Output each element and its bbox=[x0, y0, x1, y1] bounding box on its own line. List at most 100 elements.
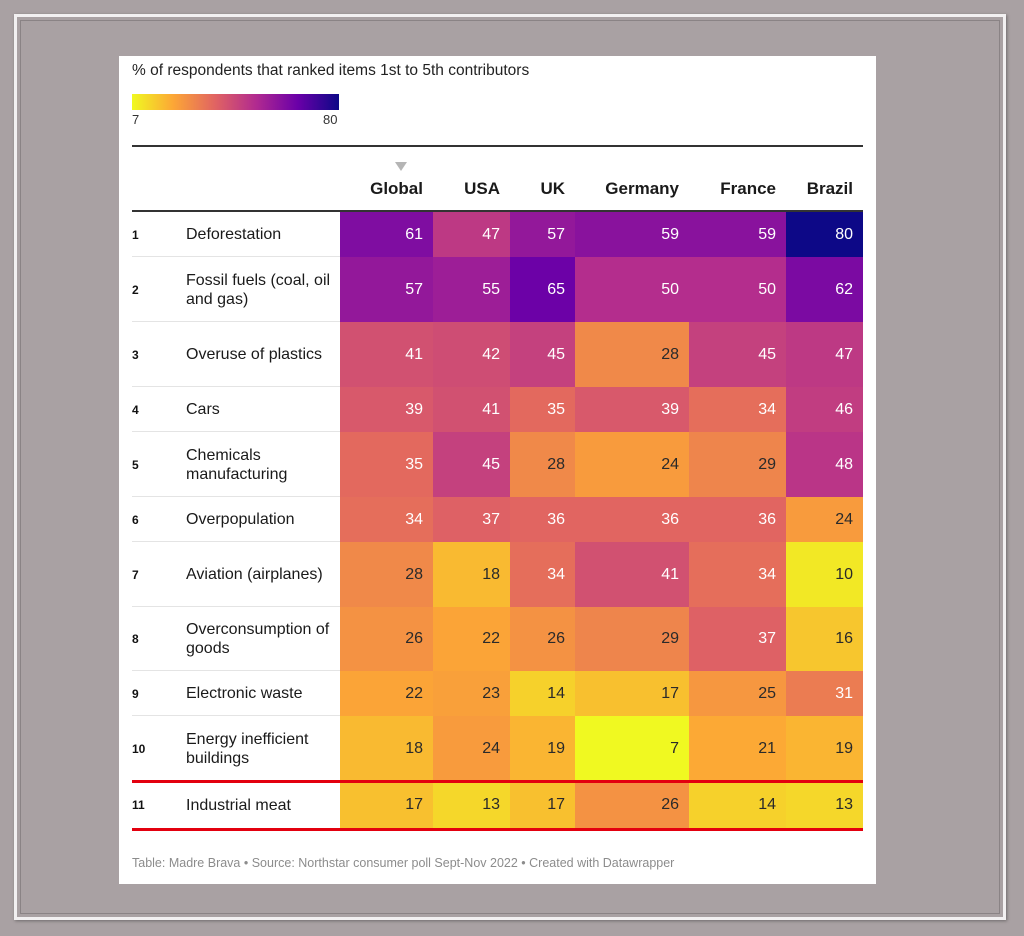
table-row: 2 Fossil fuels (coal, oil and gas) 57 55 65 5… bbox=[132, 257, 863, 322]
row-divider bbox=[132, 431, 340, 432]
heatmap-cell-uk: 14 bbox=[510, 671, 575, 716]
heatmap-cell-germany: 26 bbox=[575, 782, 689, 828]
heatmap-cell-france: 25 bbox=[689, 671, 786, 716]
highlight-line-bottom bbox=[132, 828, 863, 831]
heatmap-cell-uk: 65 bbox=[510, 257, 575, 322]
heatmap-cell-germany: 7 bbox=[575, 716, 689, 782]
heatmap-cell-brazil: 13 bbox=[786, 782, 863, 828]
legend-max-label: 80 bbox=[323, 112, 338, 127]
heatmap-cell-france: 36 bbox=[689, 497, 786, 542]
heatmap-cell-usa: 22 bbox=[433, 607, 510, 671]
table-row: 4 Cars 39 41 35 39 34 46 bbox=[132, 387, 863, 432]
rank-label: 2 bbox=[132, 282, 139, 297]
table-row: 9 Electronic waste 22 23 14 17 25 31 bbox=[132, 671, 863, 716]
highlight-line-top bbox=[132, 780, 863, 783]
column-header-global[interactable]: Global bbox=[370, 179, 423, 198]
heatmap-cell-usa: 37 bbox=[433, 497, 510, 542]
heatmap-cell-brazil: 47 bbox=[786, 322, 863, 387]
heatmap-cell-global: 61 bbox=[340, 212, 433, 257]
heatmap-cell-france: 37 bbox=[689, 607, 786, 671]
table-subtitle: % of respondents that ranked items 1st t… bbox=[132, 62, 530, 79]
column-header-uk[interactable]: UK bbox=[540, 179, 565, 198]
heatmap-cell-uk: 17 bbox=[510, 782, 575, 828]
rank-label: 4 bbox=[132, 402, 139, 417]
heatmap-cell-uk: 35 bbox=[510, 387, 575, 432]
column-header-germany[interactable]: Germany bbox=[605, 179, 679, 198]
table-row: 3 Overuse of plastics 41 42 45 28 45 47 bbox=[132, 322, 863, 387]
row-divider bbox=[132, 496, 340, 497]
item-label: Overuse of plastics bbox=[186, 346, 323, 363]
row-divider bbox=[132, 256, 340, 257]
heatmap-cell-uk: 26 bbox=[510, 607, 575, 671]
heatmap-cell-brazil: 24 bbox=[786, 497, 863, 542]
row-divider bbox=[132, 541, 340, 542]
heatmap-cell-global: 18 bbox=[340, 716, 433, 782]
column-header-brazil[interactable]: Brazil bbox=[806, 179, 853, 198]
heatmap-cell-usa: 18 bbox=[433, 542, 510, 607]
heatmap-cell-uk: 34 bbox=[510, 542, 575, 607]
row-divider bbox=[132, 386, 340, 387]
heatmap-cell-germany: 17 bbox=[575, 671, 689, 716]
heatmap-cell-global: 41 bbox=[340, 322, 433, 387]
legend-min-label: 7 bbox=[132, 112, 140, 127]
heatmap-cell-france: 45 bbox=[689, 322, 786, 387]
item-label: Aviation (airplanes) bbox=[186, 566, 323, 583]
heatmap-cell-france: 50 bbox=[689, 257, 786, 322]
sort-arrow-icon[interactable] bbox=[395, 162, 407, 171]
heatmap-cell-usa: 45 bbox=[433, 432, 510, 497]
heatmap-cell-global: 35 bbox=[340, 432, 433, 497]
heatmap-cell-global: 26 bbox=[340, 607, 433, 671]
heatmap-cell-usa: 13 bbox=[433, 782, 510, 828]
heatmap-cell-uk: 36 bbox=[510, 497, 575, 542]
header-rule bbox=[132, 210, 863, 212]
table-row: 11 Industrial meat 17 13 17 26 14 13 bbox=[132, 782, 863, 828]
heatmap-cell-germany: 50 bbox=[575, 257, 689, 322]
heatmap-cell-france: 14 bbox=[689, 782, 786, 828]
heatmap-cell-usa: 41 bbox=[433, 387, 510, 432]
heatmap-cell-germany: 41 bbox=[575, 542, 689, 607]
item-label: Fossil fuels (coal, oil and gas) bbox=[186, 271, 331, 308]
heatmap-cell-uk: 28 bbox=[510, 432, 575, 497]
table-row: 8 Overconsumption of goods 26 22 26 29 37 16 bbox=[132, 607, 863, 671]
rank-label: 6 bbox=[132, 512, 139, 527]
heatmap-cell-usa: 47 bbox=[433, 212, 510, 257]
heatmap-cell-germany: 29 bbox=[575, 607, 689, 671]
heatmap-cell-france: 34 bbox=[689, 387, 786, 432]
heatmap-cell-brazil: 80 bbox=[786, 212, 863, 257]
rank-label: 3 bbox=[132, 347, 139, 362]
heatmap-cell-global: 34 bbox=[340, 497, 433, 542]
top-rule bbox=[132, 145, 863, 147]
heatmap-cell-global: 17 bbox=[340, 782, 433, 828]
heatmap-cell-usa: 23 bbox=[433, 671, 510, 716]
item-label: Industrial meat bbox=[186, 796, 291, 814]
heatmap-cell-global: 39 bbox=[340, 387, 433, 432]
heatmap-cell-germany: 39 bbox=[575, 387, 689, 432]
rank-label: 7 bbox=[132, 567, 139, 582]
inner-frame bbox=[20, 20, 1000, 914]
heatmap-cell-france: 21 bbox=[689, 716, 786, 782]
heatmap-cell-brazil: 48 bbox=[786, 432, 863, 497]
rank-label: 1 bbox=[132, 227, 139, 242]
item-label: Chemicals manufacturing bbox=[186, 446, 288, 483]
item-label: Deforestation bbox=[186, 226, 282, 243]
heatmap-cell-germany: 24 bbox=[575, 432, 689, 497]
item-label: Overconsumption of goods bbox=[186, 621, 330, 657]
table-row: 7 Aviation (airplanes) 28 18 34 41 34 10 bbox=[132, 542, 863, 607]
heatmap-cell-france: 34 bbox=[689, 542, 786, 607]
table-row: 10 Energy inefficient buildings 18 24 19 7 21 1… bbox=[132, 716, 863, 782]
outer-frame bbox=[14, 14, 1006, 920]
heatmap-cell-germany: 28 bbox=[575, 322, 689, 387]
heatmap-cell-brazil: 19 bbox=[786, 716, 863, 782]
table-row: 6 Overpopulation 34 37 36 36 36 24 bbox=[132, 497, 863, 542]
heatmap-cell-brazil: 10 bbox=[786, 542, 863, 607]
table-row: 5 Chemicals manufacturing 35 45 28 24 29 48 bbox=[132, 432, 863, 497]
heatmap-cell-brazil: 46 bbox=[786, 387, 863, 432]
table-row: 1 Deforestation 61 47 57 59 59 80 bbox=[132, 212, 863, 257]
heatmap-cell-brazil: 62 bbox=[786, 257, 863, 322]
column-header-usa[interactable]: USA bbox=[464, 179, 500, 198]
heatmap-cell-uk: 45 bbox=[510, 322, 575, 387]
rank-label: 8 bbox=[132, 632, 139, 646]
column-header-france[interactable]: France bbox=[720, 179, 776, 198]
rank-label: 9 bbox=[132, 686, 139, 701]
item-label: Overpopulation bbox=[186, 511, 295, 528]
